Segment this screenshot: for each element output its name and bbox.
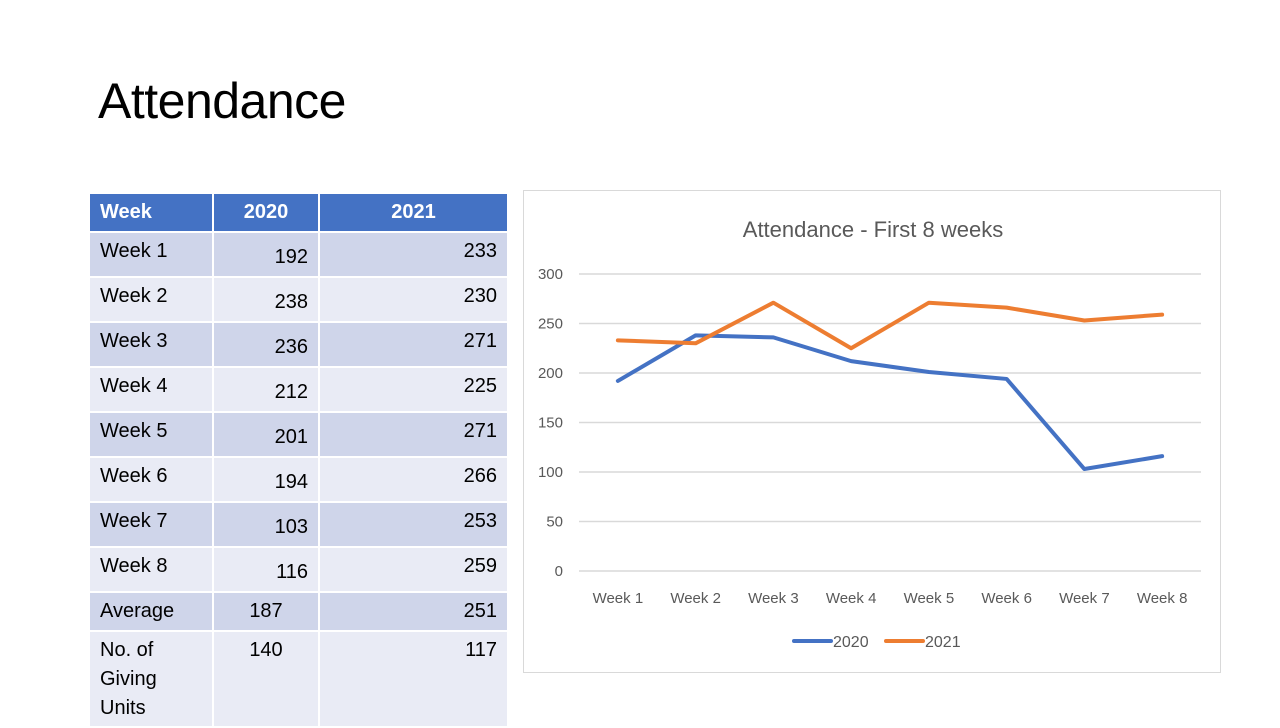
y-tick-label: 150 (538, 415, 563, 432)
x-tick-label: Week 2 (670, 590, 721, 607)
legend-label: 2021 (925, 634, 961, 651)
x-tick-label: Week 5 (904, 590, 955, 607)
value-2021-cell: 271 (319, 412, 508, 457)
week-cell: Week 6 (89, 457, 213, 502)
y-tick-label: 200 (538, 365, 563, 382)
chart-title: Attendance - First 8 weeks (743, 217, 1003, 242)
value-2020-cell: 187 (213, 592, 319, 631)
value-2021-cell: 230 (319, 277, 508, 322)
value-2021-cell: 251 (319, 592, 508, 631)
week-cell: Week 8 (89, 547, 213, 592)
x-tick-label: Week 7 (1059, 590, 1110, 607)
value-2020-cell: 192 (213, 232, 319, 277)
week-cell: Week 2 (89, 277, 213, 322)
value-2021-cell: 271 (319, 322, 508, 367)
value-2020-cell: 116 (213, 547, 319, 592)
value-2020-cell: 238 (213, 277, 319, 322)
value-2020-cell: 236 (213, 322, 319, 367)
header-2021: 2021 (319, 193, 508, 232)
chart-container: Attendance - First 8 weeks 0 50 100 150 200 25… (523, 190, 1221, 673)
value-2020-cell: 140 (213, 631, 319, 727)
value-2021-cell: 225 (319, 367, 508, 412)
legend-label: 2020 (833, 634, 869, 651)
value-2021-cell: 253 (319, 502, 508, 547)
y-tick-label: 0 (555, 563, 563, 580)
value-2021-cell: 117 (319, 631, 508, 727)
series-line-2020 (618, 335, 1162, 469)
x-tick-label: Week 3 (748, 590, 799, 607)
value-2021-cell: 266 (319, 457, 508, 502)
value-2020-cell: 103 (213, 502, 319, 547)
y-tick-label: 300 (538, 266, 563, 283)
value-2020-cell: 194 (213, 457, 319, 502)
week-cell: Average (89, 592, 213, 631)
x-tick-label: Week 4 (826, 590, 877, 607)
y-tick-label: 250 (538, 316, 563, 333)
week-cell: Week 7 (89, 502, 213, 547)
header-week: Week (89, 193, 213, 232)
value-2020-cell: 201 (213, 412, 319, 457)
x-tick-label: Week 8 (1137, 590, 1188, 607)
y-tick-label: 100 (538, 464, 563, 481)
y-tick-label: 50 (546, 514, 563, 531)
value-2020-cell: 212 (213, 367, 319, 412)
week-cell: Week 4 (89, 367, 213, 412)
header-2020: 2020 (213, 193, 319, 232)
line-chart: Attendance - First 8 weeks 0 50 100 150 200 25… (524, 191, 1222, 674)
series-line-2021 (618, 303, 1162, 349)
week-cell: No. of Giving Units (89, 631, 213, 727)
value-2021-cell: 233 (319, 232, 508, 277)
slide-title: Attendance (98, 72, 346, 130)
x-tick-label: Week 1 (593, 590, 644, 607)
week-cell: Week 5 (89, 412, 213, 457)
x-tick-label: Week 6 (981, 590, 1032, 607)
week-cell: Week 3 (89, 322, 213, 367)
value-2021-cell: 259 (319, 547, 508, 592)
week-cell: Week 1 (89, 232, 213, 277)
table-header-row: Week 2020 2021 (89, 193, 508, 232)
